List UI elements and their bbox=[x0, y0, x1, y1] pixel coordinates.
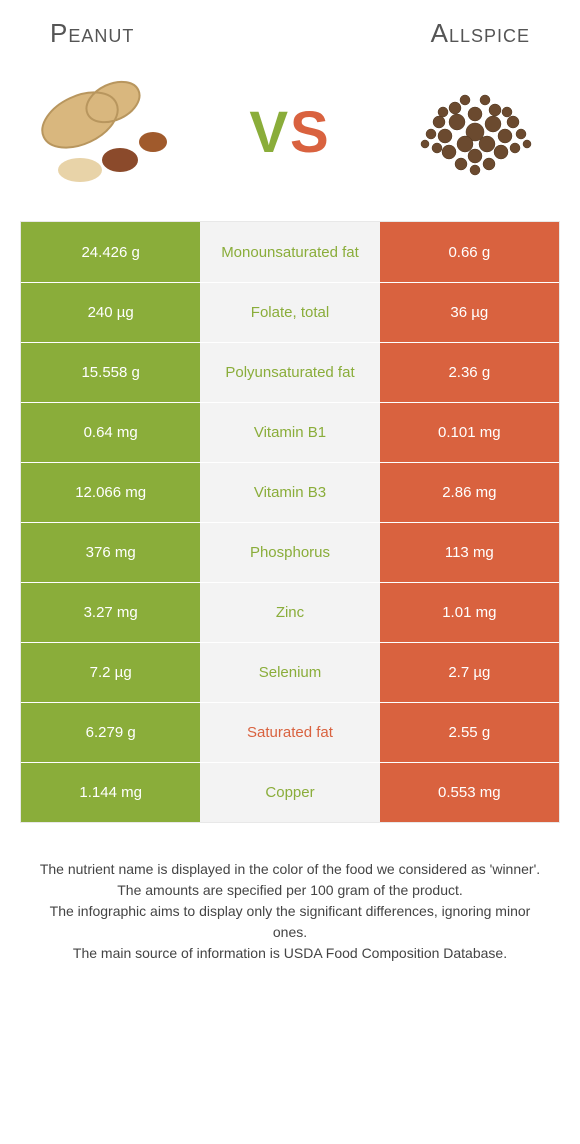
left-value: 24.426 g bbox=[21, 222, 200, 282]
table-row: 6.279 gSaturated fat2.55 g bbox=[21, 702, 559, 762]
left-value: 15.558 g bbox=[21, 343, 200, 402]
table-row: 240 µgFolate, total36 µg bbox=[21, 282, 559, 342]
footer-line: The amounts are specified per 100 gram o… bbox=[38, 880, 542, 901]
right-value: 2.36 g bbox=[380, 343, 559, 402]
right-value: 2.86 mg bbox=[380, 463, 559, 522]
left-value: 3.27 mg bbox=[21, 583, 200, 642]
allspice-image bbox=[390, 67, 560, 197]
table-row: 15.558 gPolyunsaturated fat2.36 g bbox=[21, 342, 559, 402]
hero-row: V S bbox=[20, 59, 560, 221]
left-value: 7.2 µg bbox=[21, 643, 200, 702]
table-row: 1.144 mgCopper0.553 mg bbox=[21, 762, 559, 822]
right-value: 1.01 mg bbox=[380, 583, 559, 642]
table-row: 3.27 mgZinc1.01 mg bbox=[21, 582, 559, 642]
footer-line: The nutrient name is displayed in the co… bbox=[38, 859, 542, 880]
footer-line: The main source of information is USDA F… bbox=[38, 943, 542, 964]
nutrient-name: Vitamin B3 bbox=[200, 463, 379, 522]
left-value: 0.64 mg bbox=[21, 403, 200, 462]
vs-label: V S bbox=[249, 99, 330, 166]
left-value: 12.066 mg bbox=[21, 463, 200, 522]
peanut-image bbox=[20, 67, 190, 197]
footer-line: The infographic aims to display only the… bbox=[38, 901, 542, 943]
nutrient-name: Phosphorus bbox=[200, 523, 379, 582]
nutrient-name: Saturated fat bbox=[200, 703, 379, 762]
nutrient-name: Vitamin B1 bbox=[200, 403, 379, 462]
table-row: 24.426 gMonounsaturated fat0.66 g bbox=[21, 222, 559, 282]
right-value: 36 µg bbox=[380, 283, 559, 342]
nutrient-name: Polyunsaturated fat bbox=[200, 343, 379, 402]
right-value: 2.55 g bbox=[380, 703, 559, 762]
nutrient-name: Monounsaturated fat bbox=[200, 222, 379, 282]
right-value: 113 mg bbox=[380, 523, 559, 582]
footer-text: The nutrient name is displayed in the co… bbox=[20, 823, 560, 964]
right-food-title: Allspice bbox=[431, 18, 530, 49]
header-row: Peanut Allspice bbox=[20, 18, 560, 59]
nutrient-name: Selenium bbox=[200, 643, 379, 702]
nutrient-name: Folate, total bbox=[200, 283, 379, 342]
nutrient-table: 24.426 gMonounsaturated fat0.66 g240 µgF… bbox=[20, 221, 560, 823]
table-row: 12.066 mgVitamin B32.86 mg bbox=[21, 462, 559, 522]
left-value: 240 µg bbox=[21, 283, 200, 342]
right-value: 2.7 µg bbox=[380, 643, 559, 702]
nutrient-name: Zinc bbox=[200, 583, 379, 642]
right-value: 0.553 mg bbox=[380, 763, 559, 822]
nutrient-name: Copper bbox=[200, 763, 379, 822]
vs-v: V bbox=[249, 99, 290, 166]
left-value: 376 mg bbox=[21, 523, 200, 582]
left-value: 6.279 g bbox=[21, 703, 200, 762]
infographic-root: Peanut Allspice V S bbox=[0, 0, 580, 964]
vs-s: S bbox=[290, 99, 331, 166]
table-row: 376 mgPhosphorus113 mg bbox=[21, 522, 559, 582]
right-value: 0.101 mg bbox=[380, 403, 559, 462]
table-row: 0.64 mgVitamin B10.101 mg bbox=[21, 402, 559, 462]
right-value: 0.66 g bbox=[380, 222, 559, 282]
left-value: 1.144 mg bbox=[21, 763, 200, 822]
left-food-title: Peanut bbox=[50, 18, 134, 49]
table-row: 7.2 µgSelenium2.7 µg bbox=[21, 642, 559, 702]
